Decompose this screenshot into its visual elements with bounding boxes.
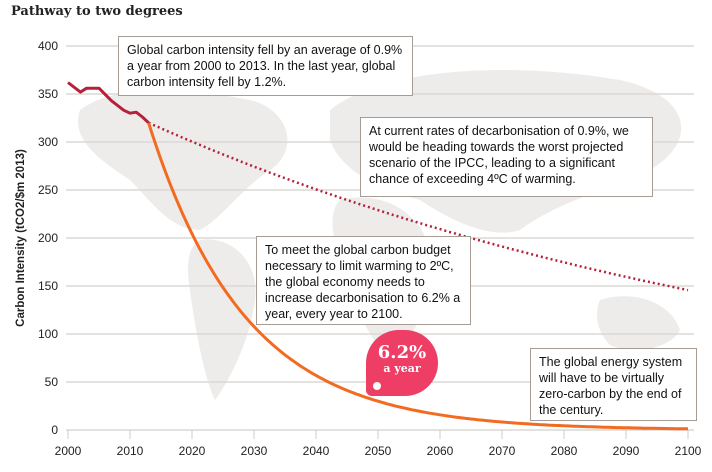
badge-dot — [373, 382, 381, 390]
y-tick-label: 250 — [38, 183, 58, 197]
x-tick-label: 2060 — [427, 444, 454, 458]
y-tick-label: 150 — [38, 279, 58, 293]
y-tick-label: 350 — [38, 87, 58, 101]
x-tick-label: 2010 — [117, 444, 144, 458]
x-tick-label: 2000 — [55, 444, 82, 458]
x-tick-label: 2090 — [613, 444, 640, 458]
y-axis-label: Carbon Intensity (tCO2/$m 2013) — [15, 149, 27, 327]
chart-title: Pathway to two degrees — [11, 4, 183, 19]
y-tick-label: 100 — [38, 327, 58, 341]
y-tick-label: 0 — [51, 423, 58, 437]
badge-label: a year — [383, 362, 421, 375]
annotation-current-rate: At current rates of decarbonisation of 0… — [360, 117, 653, 197]
map-landmass — [78, 90, 288, 230]
x-tick-label: 2070 — [489, 444, 516, 458]
annotation-historical: Global carbon intensity fell by an avera… — [118, 36, 413, 96]
y-tick-label: 300 — [38, 135, 58, 149]
series-line-2 — [147, 122, 688, 431]
y-tick-label: 400 — [38, 39, 58, 53]
badge-value: 6.2% — [377, 342, 427, 363]
x-tick-label: 2020 — [179, 444, 206, 458]
annotation-required-rate: To meet the global carbon budget necessa… — [256, 236, 471, 325]
x-tick-label: 2050 — [365, 444, 392, 458]
x-tick-label: 2080 — [551, 444, 578, 458]
x-tick-label: 2100 — [675, 444, 702, 458]
map-landmass — [597, 296, 680, 350]
series-line-0 — [67, 81, 150, 124]
rate-badge: 6.2% a year — [366, 330, 438, 396]
x-tick-label: 2040 — [303, 444, 330, 458]
annotation-zero-carbon: The global energy system will have to be… — [530, 348, 697, 421]
x-tick-label: 2030 — [241, 444, 268, 458]
y-tick-label: 50 — [45, 375, 59, 389]
y-tick-label: 200 — [38, 231, 58, 245]
map-landmass — [188, 239, 256, 400]
